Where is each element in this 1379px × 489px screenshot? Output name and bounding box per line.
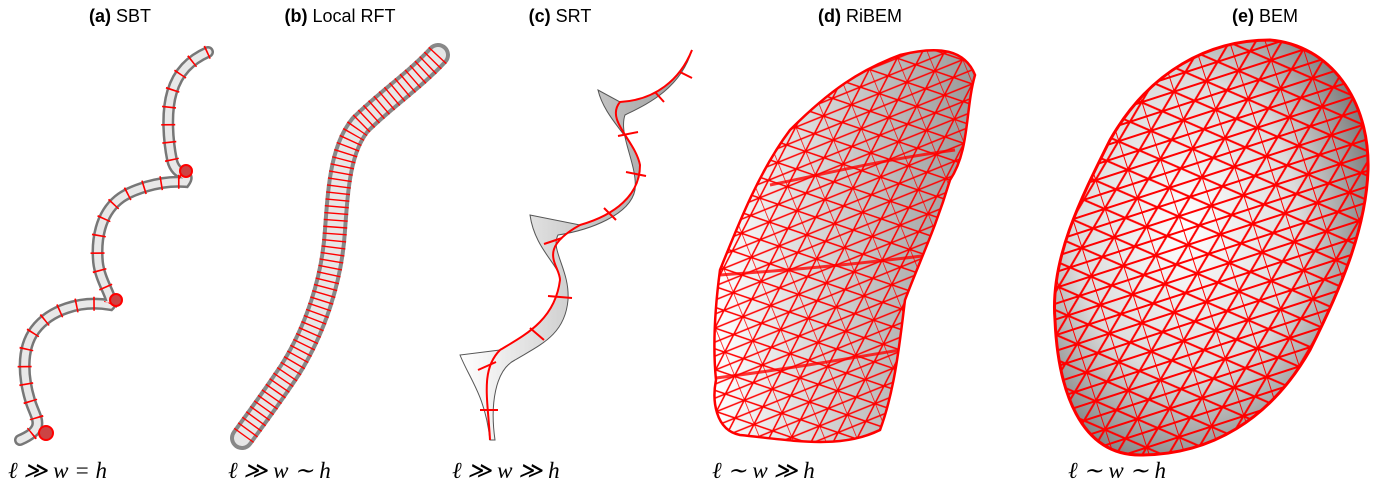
panel-d-letter: (d) xyxy=(817,6,841,26)
panel-c-title: (c) SRT xyxy=(480,6,640,27)
panel-b-name: Local RFT xyxy=(312,6,396,26)
panel-a-title: (a) SBT xyxy=(20,6,220,27)
panel-c-ribbon-figure xyxy=(459,49,693,441)
panel-b-filament-figure xyxy=(230,43,450,450)
panel-e-letter: (e) xyxy=(1231,6,1254,26)
panel-d: (d) RiBEM ℓ ∼ w ≫ h xyxy=(712,6,977,483)
panel-e-title: (e) BEM xyxy=(1200,6,1330,27)
panel-b-letter: (b) xyxy=(284,6,308,26)
panel-b: (b) Local RFT ℓ ≫ w ∼ h xyxy=(220,0,460,489)
panel-a-filament-figure xyxy=(14,45,214,447)
panel-b-title: (b) Local RFT xyxy=(260,6,420,27)
panel-c-formula: ℓ ≫ w ≫ h xyxy=(452,458,560,483)
panel-c-name: SRT xyxy=(555,6,592,26)
panel-e-formula: ℓ ∼ w ∼ h xyxy=(1068,458,1166,483)
panel-a-name: SBT xyxy=(116,6,152,26)
panel-d-name: RiBEM xyxy=(845,6,902,26)
panel-a-formula: ℓ ≫ w = h xyxy=(8,458,108,483)
panel-d-sheet-figure xyxy=(713,48,977,444)
panel-a-letter: (a) xyxy=(88,6,111,26)
panel-a: (a) SBT ℓ ≫ w = h xyxy=(0,0,250,489)
panel-b-formula: ℓ ≫ w ∼ h xyxy=(228,458,331,483)
panel-c-letter: (c) xyxy=(528,6,551,26)
panel-d-title: (d) RiBEM xyxy=(780,6,940,27)
panel-d-formula: ℓ ∼ w ≫ h xyxy=(712,458,815,483)
panel-e-name: BEM xyxy=(1259,6,1299,26)
panel-c: (c) SRT ℓ ≫ w ≫ h xyxy=(440,0,710,489)
